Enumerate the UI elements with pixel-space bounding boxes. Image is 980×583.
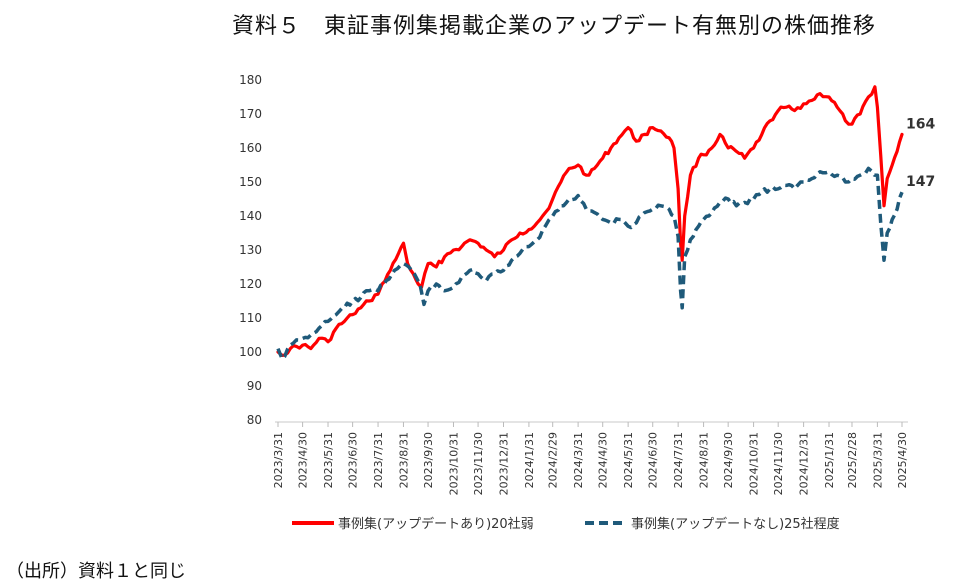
series-line-1 xyxy=(276,85,904,357)
y-tick-label: 100 xyxy=(239,345,262,359)
end-value-label: 164 xyxy=(906,116,935,132)
x-tick-label: 2023/5/31 xyxy=(322,432,335,488)
x-tick-label: 2023/12/31 xyxy=(497,432,510,495)
x-axis-ticks: 2023/3/31 2023/4/30 2023/5/31 2023/6/30 2023… xyxy=(272,422,909,495)
x-tick-label: 2024/6/30 xyxy=(647,432,660,488)
x-tick-label: 2024/5/31 xyxy=(622,432,635,488)
legend: 事例集(アップデートあり)20社弱 事例集(アップデートなし)25社程度 xyxy=(292,516,840,532)
x-tick-label: 2024/8/31 xyxy=(698,432,711,488)
end-value-label: 147 xyxy=(906,174,935,190)
x-tick-label: 2024/1/31 xyxy=(523,432,536,488)
y-tick-label: 90 xyxy=(247,379,262,393)
x-tick-label: 2024/11/30 xyxy=(772,432,785,495)
x-tick-label: 2023/4/30 xyxy=(297,432,310,488)
x-tick-label: 2023/6/30 xyxy=(347,432,360,488)
y-tick-label: 80 xyxy=(247,413,262,427)
series-lines xyxy=(276,85,904,361)
y-tick-label: 120 xyxy=(239,277,262,291)
end-value-labels: 164 147 xyxy=(906,116,935,190)
x-tick-label: 2023/9/30 xyxy=(422,432,435,488)
x-tick-label: 2024/2/29 xyxy=(547,432,560,488)
legend-label: 事例集(アップデートあり)20社弱 xyxy=(338,516,534,532)
y-axis-ticks: 80 90 100 110 120 130 140 150 160 170 180 xyxy=(239,73,262,427)
x-tick-label: 2023/11/30 xyxy=(472,432,485,495)
y-tick-label: 140 xyxy=(239,209,262,223)
x-tick-label: 2024/4/30 xyxy=(597,432,610,488)
legend-label: 事例集(アップデートなし)25社程度 xyxy=(631,516,840,532)
x-tick-label: 2024/9/30 xyxy=(722,432,735,488)
x-tick-label: 2023/3/31 xyxy=(272,432,285,488)
y-tick-label: 150 xyxy=(239,175,262,189)
x-tick-label: 2023/7/31 xyxy=(372,432,385,488)
y-tick-label: 110 xyxy=(239,311,262,325)
x-tick-label: 2024/12/31 xyxy=(798,432,811,495)
x-tick-label: 2025/3/31 xyxy=(871,432,884,488)
x-tick-label: 2024/3/31 xyxy=(572,432,585,488)
y-tick-label: 180 xyxy=(239,73,262,87)
x-tick-label: 2024/7/31 xyxy=(672,432,685,488)
x-tick-label: 2023/8/31 xyxy=(397,432,410,488)
series-line-2 xyxy=(276,166,904,361)
y-tick-label: 130 xyxy=(239,243,262,257)
x-tick-label: 2025/4/30 xyxy=(896,432,909,488)
x-tick-label: 2024/10/31 xyxy=(748,432,761,495)
y-tick-label: 160 xyxy=(239,141,262,155)
y-tick-label: 170 xyxy=(239,107,262,121)
source-note: （出所）資料１と同じ xyxy=(6,561,186,582)
x-tick-label: 2025/2/28 xyxy=(846,432,859,488)
chart-title: 資料５ 東証事例集掲載企業のアップデート有無別の株価推移 xyxy=(232,14,877,39)
x-tick-label: 2025/1/31 xyxy=(823,432,836,488)
x-tick-label: 2023/10/31 xyxy=(447,432,460,495)
